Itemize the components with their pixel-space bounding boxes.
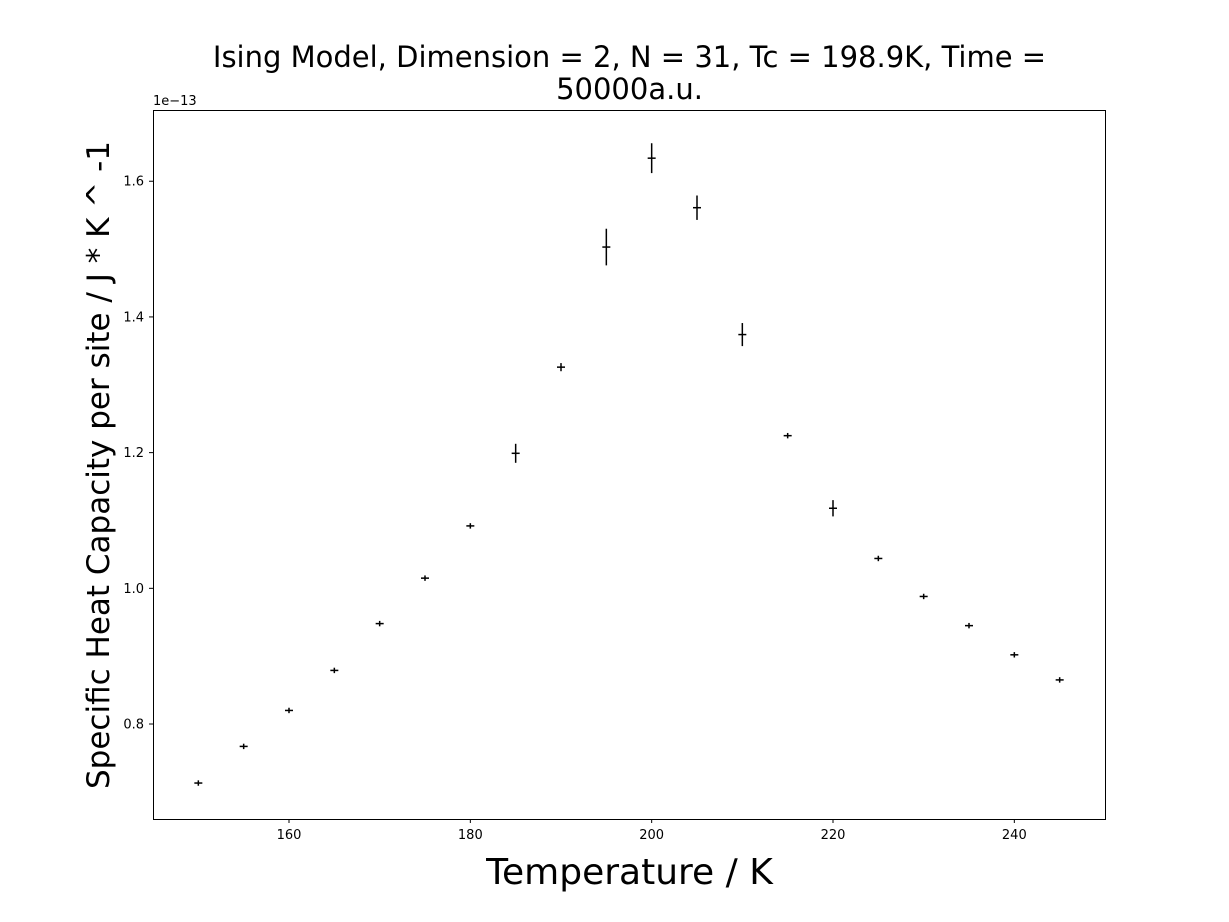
data-point <box>1010 652 1019 658</box>
y-axis-offset-label: 1e−13 <box>153 94 197 109</box>
y-tick-label: 1.6 <box>123 175 144 190</box>
data-point <box>602 228 611 266</box>
data-point <box>375 620 384 627</box>
plot-area <box>153 110 1106 820</box>
data-point <box>1055 677 1064 683</box>
data-point <box>647 143 656 174</box>
data-point <box>194 780 203 786</box>
data-point <box>783 432 792 439</box>
data-point <box>557 363 565 372</box>
data-point <box>466 523 475 529</box>
data-point <box>239 743 248 750</box>
data-point <box>738 323 747 347</box>
x-tick-label: 180 <box>458 828 483 843</box>
y-tick-label: 0.8 <box>123 718 144 733</box>
data-point <box>421 575 429 581</box>
y-tick-label: 1.4 <box>123 310 144 325</box>
y-tick-label: 1.0 <box>123 582 144 597</box>
y-tick-label: 1.2 <box>123 446 144 461</box>
chart-title-line-2: 50000a.u. <box>556 72 703 106</box>
data-point <box>829 500 837 517</box>
data-point <box>330 667 339 674</box>
data-point <box>285 707 293 714</box>
x-tick-label: 240 <box>1002 828 1027 843</box>
data-point <box>919 593 928 600</box>
data-point <box>965 622 973 629</box>
x-axis-label: Temperature / K <box>486 852 773 893</box>
x-tick-label: 160 <box>277 828 302 843</box>
x-tick-label: 200 <box>639 828 664 843</box>
data-point <box>693 195 701 220</box>
data-point <box>874 555 883 562</box>
x-tick-label: 220 <box>821 828 846 843</box>
chart-title-line-1: Ising Model, Dimension = 2, N = 31, Tc =… <box>212 40 1047 74</box>
data-point <box>511 443 520 463</box>
y-axis-label: Specific Heat Capacity per site / J * K … <box>81 141 117 789</box>
